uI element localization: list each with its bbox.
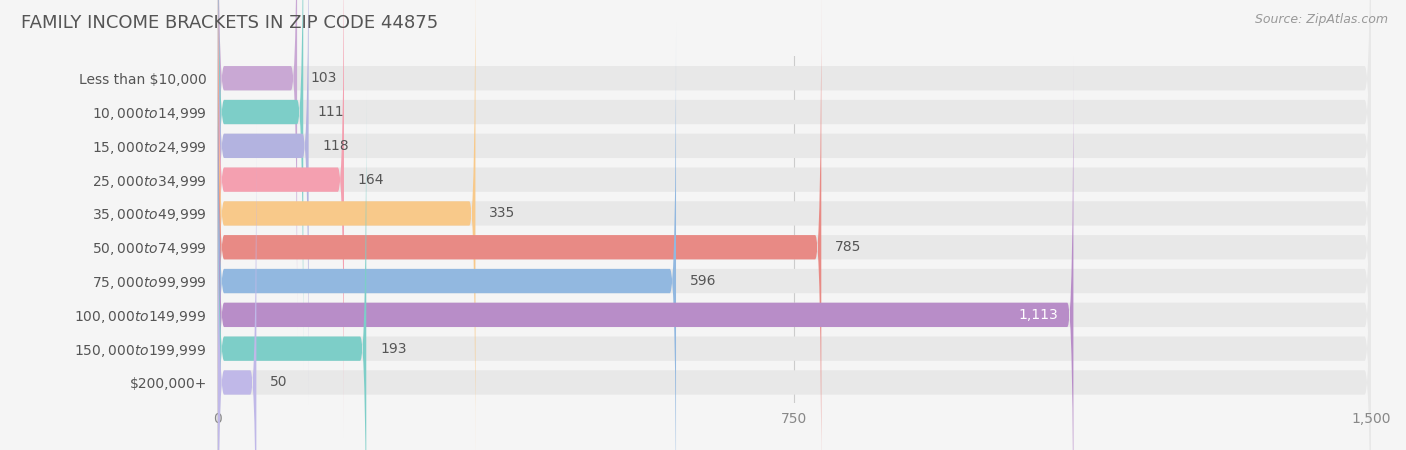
FancyBboxPatch shape	[218, 0, 1371, 450]
Text: Source: ZipAtlas.com: Source: ZipAtlas.com	[1254, 14, 1388, 27]
FancyBboxPatch shape	[218, 0, 475, 450]
FancyBboxPatch shape	[218, 23, 1371, 450]
Text: 164: 164	[357, 173, 384, 187]
Text: 193: 193	[380, 342, 406, 356]
FancyBboxPatch shape	[218, 0, 309, 404]
FancyBboxPatch shape	[218, 0, 1371, 370]
FancyBboxPatch shape	[218, 90, 1371, 450]
Text: 103: 103	[311, 71, 337, 85]
Text: 118: 118	[322, 139, 349, 153]
FancyBboxPatch shape	[218, 0, 297, 337]
FancyBboxPatch shape	[218, 0, 344, 438]
Text: 111: 111	[318, 105, 343, 119]
Text: 1,113: 1,113	[1018, 308, 1059, 322]
Text: 50: 50	[270, 375, 288, 389]
Text: 785: 785	[835, 240, 862, 254]
FancyBboxPatch shape	[218, 0, 304, 370]
FancyBboxPatch shape	[218, 23, 676, 450]
FancyBboxPatch shape	[218, 0, 1371, 404]
FancyBboxPatch shape	[218, 0, 1371, 450]
FancyBboxPatch shape	[218, 0, 1371, 337]
FancyBboxPatch shape	[218, 57, 1371, 450]
Text: 335: 335	[489, 207, 516, 220]
Text: FAMILY INCOME BRACKETS IN ZIP CODE 44875: FAMILY INCOME BRACKETS IN ZIP CODE 44875	[21, 14, 439, 32]
FancyBboxPatch shape	[218, 124, 256, 450]
FancyBboxPatch shape	[218, 0, 1371, 438]
FancyBboxPatch shape	[218, 57, 1073, 450]
FancyBboxPatch shape	[218, 124, 1371, 450]
FancyBboxPatch shape	[218, 0, 821, 450]
FancyBboxPatch shape	[218, 90, 367, 450]
Text: 596: 596	[690, 274, 717, 288]
